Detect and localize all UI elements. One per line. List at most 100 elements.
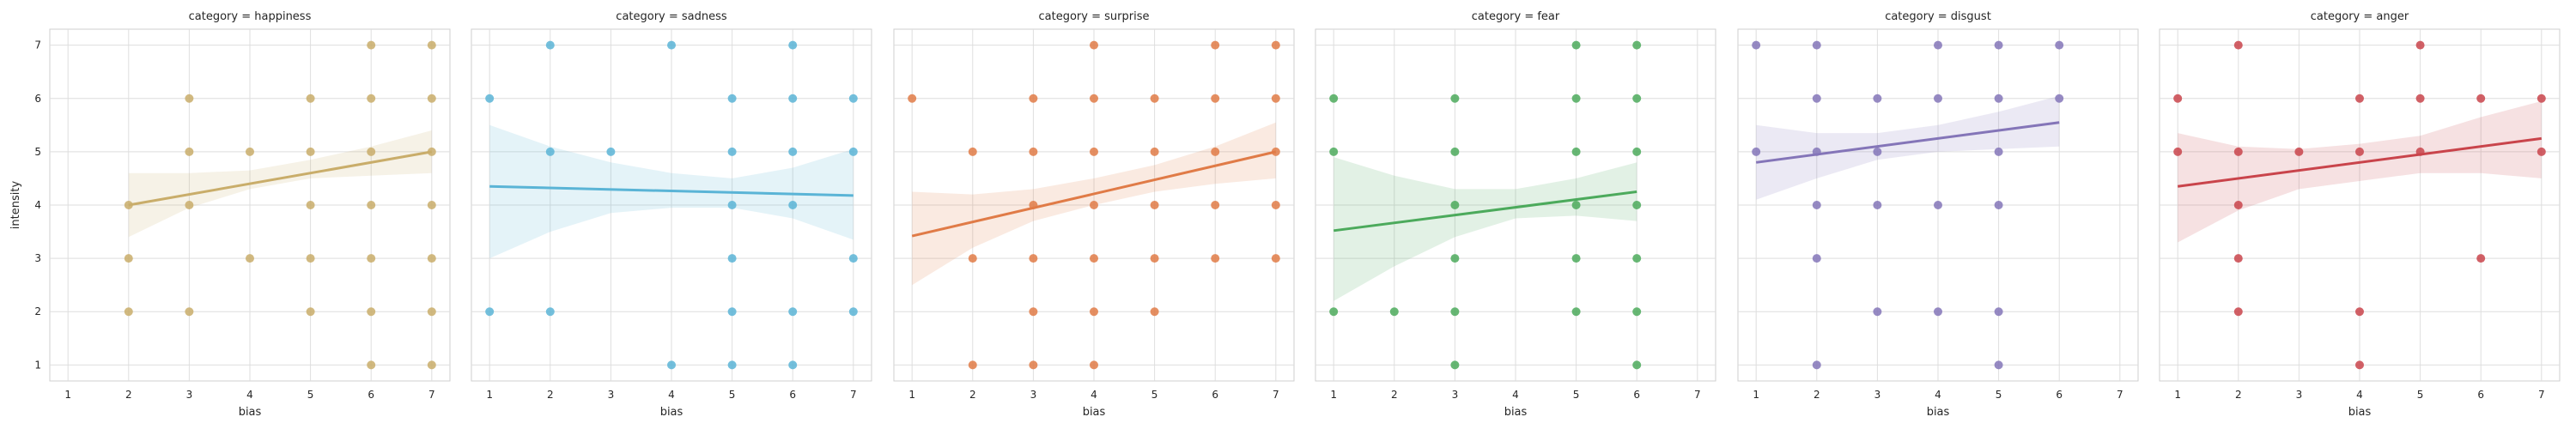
data-point <box>1632 360 1642 370</box>
data-point <box>1029 307 1038 317</box>
x-tick-label: 4 <box>1091 389 1097 401</box>
data-point <box>1571 307 1581 317</box>
data-point <box>2173 147 2183 156</box>
y-tick-label: 4 <box>34 199 41 211</box>
data-point <box>1029 360 1038 370</box>
data-point <box>1873 94 1882 103</box>
data-point <box>1994 307 2003 317</box>
x-tick-label: 1 <box>486 389 493 401</box>
panel-title: category = surprise <box>1039 10 1150 23</box>
data-point <box>2233 201 2243 209</box>
data-point <box>2294 147 2304 156</box>
x-tick-label: 2 <box>125 389 132 401</box>
regression-line <box>911 150 1277 238</box>
data-point <box>367 254 376 263</box>
data-point <box>1632 147 1642 156</box>
data-point <box>848 147 858 156</box>
data-point <box>1329 94 1339 103</box>
data-point <box>1450 201 1460 209</box>
data-point <box>1752 40 1761 50</box>
data-point <box>1632 40 1642 50</box>
panel-title: category = disgust <box>1885 10 1991 23</box>
x-tick-label: 5 <box>1573 389 1580 401</box>
data-point <box>1150 201 1159 209</box>
x-axis-label: bias <box>239 406 262 419</box>
data-point <box>667 360 676 370</box>
data-point <box>1450 360 1460 370</box>
confidence-band <box>128 130 432 238</box>
data-point <box>185 201 194 209</box>
data-point <box>2055 94 2064 103</box>
data-point <box>968 360 977 370</box>
x-tick-label: 4 <box>1512 389 1519 401</box>
x-tick-label: 6 <box>1212 389 1218 401</box>
data-point <box>427 40 436 50</box>
data-point <box>1994 360 2003 370</box>
data-point <box>367 201 376 209</box>
data-point <box>1090 147 1098 156</box>
x-tick-label: 5 <box>2417 389 2424 401</box>
data-point <box>246 254 254 263</box>
x-tick-label: 6 <box>368 389 374 401</box>
data-point <box>788 94 798 103</box>
data-point <box>2355 307 2364 317</box>
data-point <box>968 147 977 156</box>
regression-line <box>128 150 433 207</box>
regression-line <box>1333 190 1637 233</box>
x-tick-label: 4 <box>1935 389 1941 401</box>
data-point <box>1571 254 1581 263</box>
data-point <box>2055 40 2064 50</box>
y-tick-label: 7 <box>34 39 41 51</box>
data-point <box>1934 94 1942 103</box>
x-tick-label: 1 <box>1330 389 1337 401</box>
data-point <box>1934 201 1942 209</box>
x-tick-label: 5 <box>729 389 736 401</box>
data-point <box>727 201 737 209</box>
x-tick-label: 2 <box>2235 389 2242 401</box>
data-point <box>1571 40 1581 50</box>
data-point <box>1389 307 1399 317</box>
confidence-band <box>1334 157 1637 301</box>
data-point <box>727 94 737 103</box>
x-tick-label: 6 <box>1633 389 1640 401</box>
data-point <box>788 147 798 156</box>
data-point <box>1271 201 1280 209</box>
data-point <box>1150 254 1159 263</box>
data-point <box>667 40 676 50</box>
x-tick-label: 6 <box>789 389 796 401</box>
data-point <box>2355 94 2364 103</box>
data-point <box>124 201 133 209</box>
data-point <box>727 360 737 370</box>
data-point <box>367 40 376 50</box>
data-point <box>306 307 315 317</box>
data-point <box>788 201 798 209</box>
data-point <box>427 307 436 317</box>
data-point <box>367 94 376 103</box>
data-point <box>968 254 977 263</box>
data-point <box>1029 94 1038 103</box>
data-point <box>1873 307 1882 317</box>
data-point <box>1211 40 1220 50</box>
data-point <box>1029 201 1038 209</box>
data-point <box>1150 94 1159 103</box>
x-tick-label: 4 <box>2356 389 2363 401</box>
data-point <box>1632 94 1642 103</box>
data-point <box>485 307 495 317</box>
confidence-band <box>1756 95 2060 200</box>
data-point <box>1994 40 2003 50</box>
data-point <box>2233 307 2243 317</box>
data-point <box>788 40 798 50</box>
x-tick-label: 2 <box>1391 389 1398 401</box>
x-tick-label: 3 <box>1874 389 1881 401</box>
data-point <box>1211 94 1220 103</box>
x-tick-label: 7 <box>1273 389 1279 401</box>
data-point <box>1812 201 1821 209</box>
data-point <box>1873 147 1882 156</box>
data-point <box>1994 147 2003 156</box>
x-tick-label: 2 <box>1814 389 1820 401</box>
data-point <box>2415 94 2425 103</box>
data-point <box>1271 254 1280 263</box>
data-point <box>1329 147 1339 156</box>
data-point <box>908 94 917 103</box>
